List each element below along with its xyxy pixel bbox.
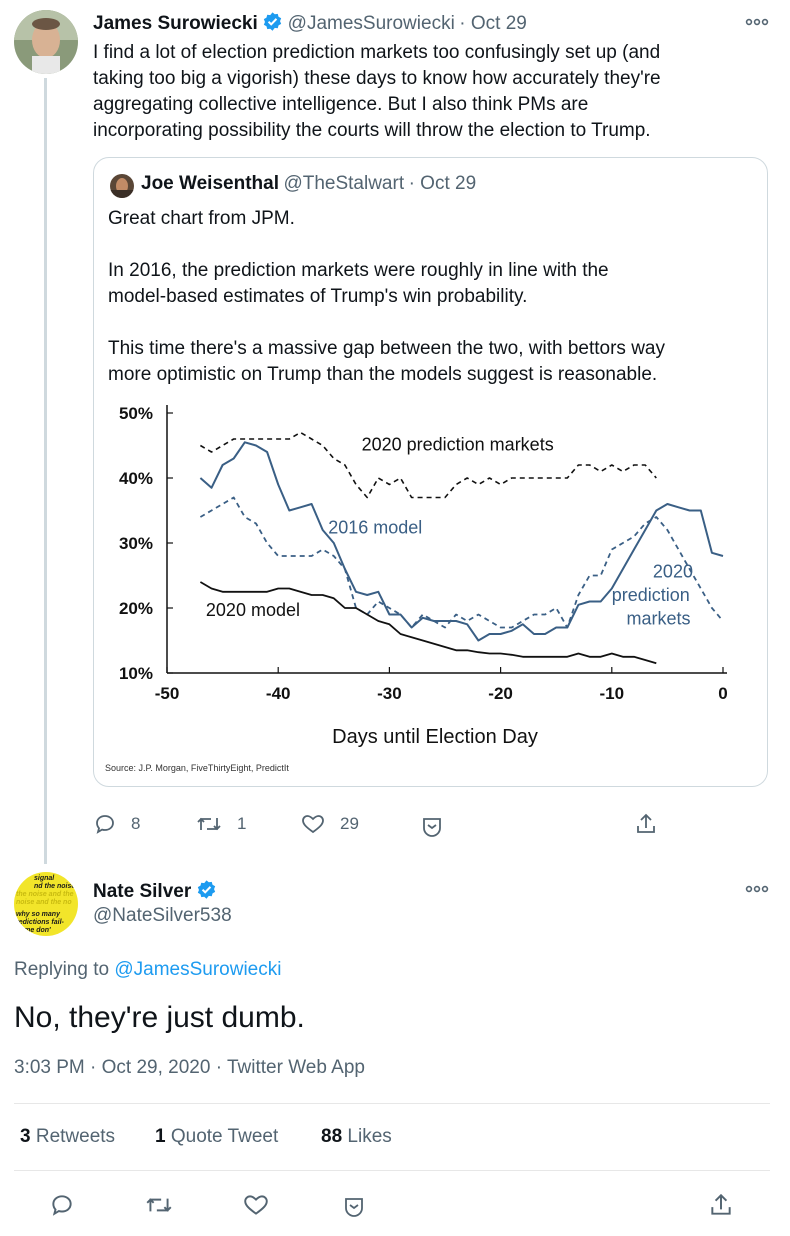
reply-count: 8 — [131, 814, 141, 833]
avatar-text-line: why so many — [16, 911, 61, 918]
retweet-icon — [197, 817, 221, 831]
share-icon — [637, 813, 655, 833]
quote-avatar — [110, 174, 134, 198]
quotes-label: Quote Tweet — [165, 1126, 279, 1147]
quote-author-handle: @TheStalwart — [283, 173, 405, 194]
avatar-nate[interactable]: signal nd the noise the noise and the noise… — [14, 872, 78, 936]
annotation-markets-line3: markets — [626, 608, 690, 628]
author-handle-2[interactable]: @NateSilver538 — [93, 905, 232, 926]
annotation-2016-model: 2016 model — [328, 517, 422, 537]
quotes-stat[interactable]: 1 Quote Tweet — [155, 1126, 278, 1148]
reply-icon — [96, 815, 114, 834]
author-handle[interactable]: @JamesSurowiecki — [287, 13, 455, 34]
share-button-2[interactable] — [708, 1192, 748, 1218]
series-line-2016-prediction-markets — [199, 496, 724, 629]
tip-button[interactable] — [420, 814, 458, 838]
annotation-2020-model: 2020 model — [206, 600, 300, 620]
y-tick-label: 20% — [119, 599, 153, 618]
y-tick-label: 40% — [119, 469, 153, 488]
series-line-2016-model — [199, 441, 724, 642]
chart-source: Source: J.P. Morgan, FiveThirtyEight, Pr… — [105, 763, 289, 773]
retweets-label: Retweets — [30, 1126, 116, 1147]
replying-to: Replying to @JamesSurowiecki — [14, 959, 281, 981]
tweet2-text: No, they're just dumb. — [14, 1001, 305, 1034]
quote-date: · Oct 29 — [408, 173, 477, 194]
like-count: 29 — [340, 814, 359, 833]
y-tick-label: 50% — [119, 404, 153, 423]
tip-button-2[interactable] — [342, 1194, 380, 1218]
chart: 10% 20% 30% 40% 50% -50 -40 -30 -20 -10 0 Days unti… — [105, 404, 728, 773]
y-tick-label: 10% — [119, 664, 153, 683]
avatar-text-line: nd the noise — [34, 883, 75, 890]
retweet-button[interactable]: 1 — [195, 812, 246, 836]
author-name[interactable]: James Surowiecki — [93, 13, 258, 34]
verified-badge-icon — [264, 12, 282, 31]
verified-badge-icon — [197, 880, 215, 899]
retweet-icon — [146, 1198, 172, 1212]
series-line-2020-prediction-markets — [199, 431, 657, 499]
tweet2-header: Nate Silver — [93, 879, 217, 903]
x-tick-label: -20 — [488, 684, 513, 703]
retweets-stat[interactable]: 3 Retweets — [20, 1126, 115, 1148]
divider — [14, 1170, 770, 1171]
tip-icon — [423, 818, 441, 837]
x-tick-label: 0 — [718, 684, 727, 703]
quote-text: Great chart from JPM. In 2016, the predi… — [108, 208, 665, 385]
series-line-2020-model — [199, 581, 657, 665]
retweets-count: 3 — [20, 1126, 31, 1147]
likes-count: 88 — [321, 1126, 343, 1147]
share-button[interactable] — [634, 812, 672, 836]
replying-handle-link[interactable]: @JamesSurowiecki — [114, 959, 282, 980]
y-tick-label: 30% — [119, 534, 153, 553]
reply-button[interactable]: 8 — [93, 812, 140, 836]
retweet-count: 1 — [237, 814, 247, 833]
avatar-text-line: redictions fail- — [16, 919, 65, 926]
likes-stat[interactable]: 88 Likes — [321, 1126, 392, 1148]
author-name-2[interactable]: Nate Silver — [93, 881, 192, 902]
tweet-date[interactable]: · Oct 29 — [459, 13, 527, 34]
divider — [14, 1103, 770, 1104]
quoted-tweet[interactable]: Joe Weisenthal @TheStalwart · Oct 29 Gre… — [93, 157, 768, 787]
like-button[interactable]: 29 — [300, 812, 359, 836]
annotation-2020-prediction-markets: 2020 prediction markets — [362, 435, 554, 455]
tip-icon — [345, 1198, 363, 1217]
annotation-markets-line1: 2020 — [653, 561, 693, 581]
avatar-text-line: noise and the no — [16, 899, 72, 906]
thread-line — [44, 78, 47, 864]
tweet1-header: James Surowiecki @JamesSurowiecki · Oct … — [93, 11, 527, 35]
avatar-james[interactable] — [14, 10, 78, 74]
x-tick-label: -10 — [600, 684, 625, 703]
tweet1-text: I find a lot of election prediction mark… — [93, 42, 661, 141]
retweet-button-2[interactable] — [144, 1192, 188, 1218]
quotes-count: 1 — [155, 1126, 166, 1147]
more-options-icon[interactable] — [745, 16, 769, 28]
likes-label: Likes — [342, 1126, 392, 1147]
quote-avatar-image — [110, 174, 134, 198]
avatar-text-line: some don' — [16, 927, 51, 934]
avatar-image — [14, 10, 78, 74]
x-tick-label: -50 — [155, 684, 180, 703]
annotation-markets-line2: prediction — [612, 585, 690, 605]
heart-icon — [244, 1195, 268, 1215]
share-icon — [711, 1193, 731, 1215]
avatar-text-line: signal — [34, 875, 55, 882]
replying-prefix: Replying to — [14, 959, 115, 980]
tweet-meta[interactable]: 3:03 PM · Oct 29, 2020 · Twitter Web App — [14, 1057, 365, 1078]
reply-icon — [52, 1195, 72, 1216]
reply-button-2[interactable] — [49, 1192, 89, 1218]
quote-header: Joe Weisenthal @TheStalwart · Oct 29 — [141, 173, 476, 195]
like-button-2[interactable] — [242, 1192, 284, 1218]
x-tick-label: -30 — [377, 684, 402, 703]
avatar-text-line: the noise and the — [16, 891, 74, 898]
x-tick-label: -40 — [266, 684, 291, 703]
heart-icon — [302, 815, 324, 834]
x-axis-label: Days until Election Day — [332, 726, 538, 748]
more-options-icon[interactable] — [745, 883, 769, 895]
quote-author-name: Joe Weisenthal — [141, 173, 279, 194]
